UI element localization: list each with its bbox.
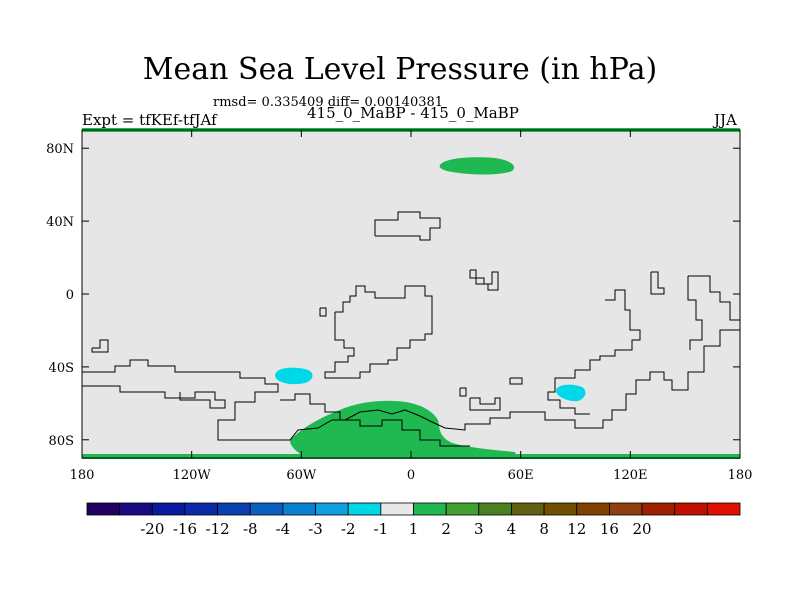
colorbar-label: -3 (308, 520, 323, 538)
colorbar-label: 2 (441, 520, 451, 538)
colorbar-label: 12 (567, 520, 586, 538)
y-tick-label: 40S (49, 361, 74, 376)
season-label: JJA (714, 111, 737, 129)
coastline-north-continent (374, 211, 441, 241)
y-tick-label: 80S (49, 434, 74, 449)
colorbar-label: 4 (507, 520, 517, 538)
x-axis-ticks: 180 120W 60W 0 60E 120E 180 (70, 130, 753, 483)
positive-anomaly-antarctic (290, 400, 517, 458)
colorbar-swatch (315, 502, 349, 516)
colorbar-swatch (217, 502, 251, 516)
x-tick-label: 60W (286, 468, 317, 483)
coastline-south-american-coast (82, 385, 226, 409)
experiment-label: Expt = tfKEf-tfJAf (82, 111, 217, 129)
colorbar-swatch (413, 502, 447, 516)
coastline-south-inlet (91, 339, 109, 353)
x-tick-label: 120W (173, 468, 212, 483)
colorbar-swatch (576, 502, 610, 516)
coastlines (82, 211, 740, 447)
colorbar-label: 20 (633, 520, 652, 538)
coastline-east-continent (547, 289, 641, 415)
stats-label: rmsd= 0.335409 diff= 0.00140381 (213, 95, 444, 110)
colorbar-label: -8 (243, 520, 258, 538)
colorbar-swatch (119, 502, 153, 516)
colorbar-label: -2 (341, 520, 356, 538)
y-tick-label: 40N (46, 215, 74, 230)
y-tick-label: 0 (66, 288, 74, 303)
colorbar-label: 16 (600, 520, 619, 538)
colorbar-swatch (674, 502, 708, 516)
colorbar-swatch (86, 502, 121, 516)
colorbar-swatch (184, 502, 218, 516)
coastline-mid-ocean-small (509, 377, 523, 385)
colorbar-label: 1 (409, 520, 419, 538)
coastline-east-peninsula (688, 275, 740, 321)
y-axis-ticks: 80N 40N 0 40S 80S (46, 142, 740, 449)
colorbar-swatch (609, 502, 643, 516)
colorbar-swatch (151, 502, 186, 516)
negative-anomaly-south-atlantic (275, 367, 313, 385)
colorbar-label: -16 (173, 520, 197, 538)
map-panel (81, 128, 741, 459)
colorbar-label: -12 (206, 520, 230, 538)
coastline-central-islands (469, 269, 499, 291)
coastline-mid-ocean (469, 397, 501, 411)
coastline-atlantic-small (459, 387, 467, 397)
colorbar-swatch (543, 502, 578, 516)
coastline-west-island (319, 307, 327, 317)
x-tick-label: 60E (508, 468, 534, 483)
x-tick-label: 120E (613, 468, 647, 483)
map-title: Mean Sea Level Pressure (in hPa) (142, 52, 658, 87)
x-tick-label: 180 (728, 468, 753, 483)
positive-anomaly-arctic (439, 157, 515, 175)
coastline-antarctic-shelf (280, 393, 470, 447)
coastline-southern-ridge (82, 329, 740, 441)
colorbar-swatch (641, 502, 676, 516)
coastline-east-peninsula-inner (687, 276, 703, 350)
colorbar-label: 3 (474, 520, 484, 538)
colorbar-label: 8 (539, 520, 549, 538)
colorbar-swatch (380, 502, 414, 516)
colorbar-swatch (282, 502, 316, 516)
colorbar-swatch (445, 502, 480, 516)
x-tick-label: 0 (407, 468, 415, 483)
y-tick-label: 80N (46, 142, 74, 157)
negative-anomaly-indian-ocean (556, 384, 586, 402)
colorbar-swatch (478, 502, 512, 516)
colorbar-swatch (347, 502, 382, 516)
coastline-east-islands (650, 271, 665, 295)
comparison-label: 415_0_MaBP - 415_0_MaBP (307, 104, 519, 122)
colorbar-label: -4 (276, 520, 291, 538)
colorbar-swatch (706, 502, 741, 516)
x-tick-label: 180 (70, 468, 95, 483)
coastline-west-continent (324, 285, 433, 379)
colorbar-label: -1 (374, 520, 389, 538)
colorbar-swatch (249, 502, 284, 516)
colorbar-swatch (511, 502, 545, 516)
colorbar-label: -20 (140, 520, 164, 538)
colorbar: -20 -16 -12 -8 -4 -3 -2 -1 1 2 3 4 8 12 16 20 (86, 502, 741, 538)
